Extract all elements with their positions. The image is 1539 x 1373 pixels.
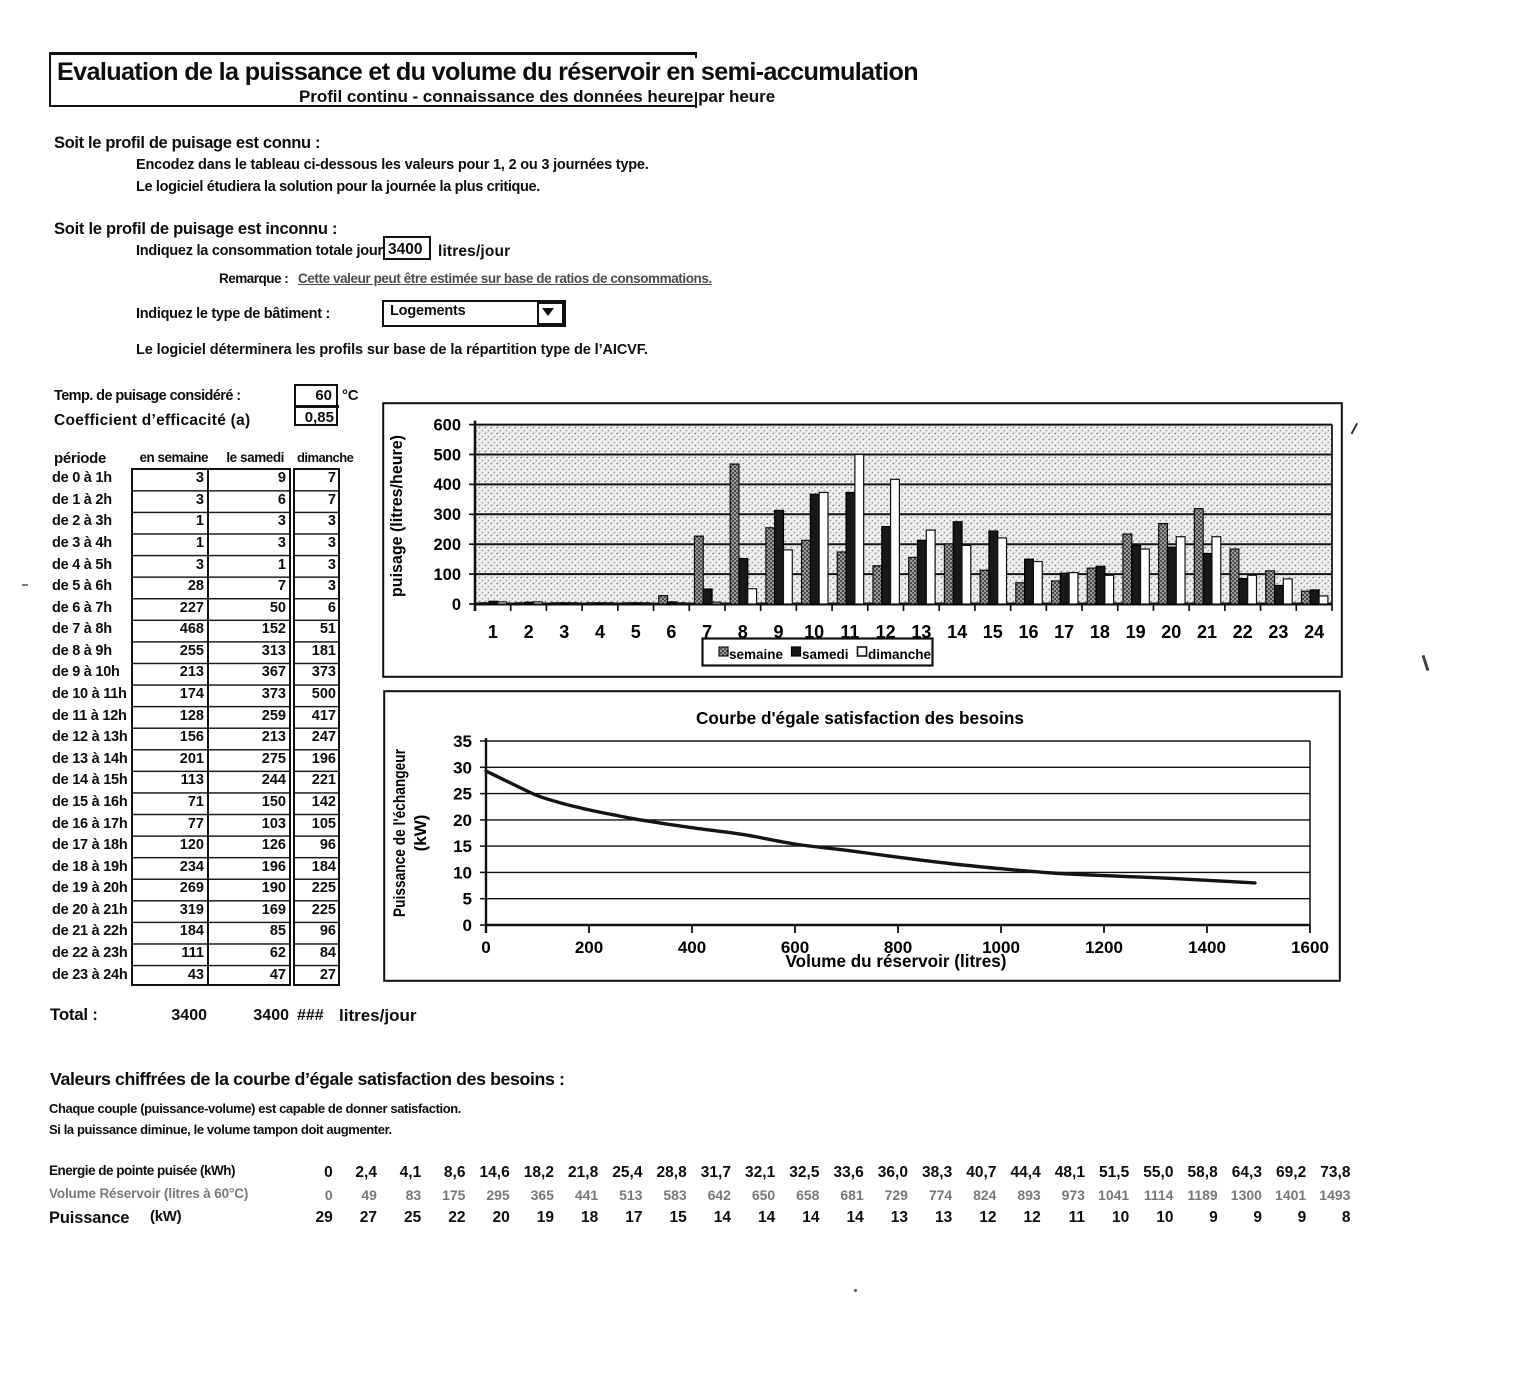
svg-text:7: 7 bbox=[702, 622, 712, 642]
svg-text:17: 17 bbox=[1054, 622, 1074, 642]
svg-text:Courbe d'égale satisfaction de: Courbe d'égale satisfaction des besoins bbox=[696, 708, 1024, 728]
svg-text:4: 4 bbox=[595, 622, 605, 642]
svg-text:1: 1 bbox=[488, 622, 498, 642]
svg-text:600: 600 bbox=[433, 416, 461, 434]
svg-text:samedi: samedi bbox=[802, 647, 849, 662]
svg-text:15: 15 bbox=[983, 622, 1003, 642]
svg-text:35: 35 bbox=[453, 732, 472, 751]
svg-text:1600: 1600 bbox=[1291, 938, 1329, 957]
svg-text:800: 800 bbox=[884, 938, 912, 957]
svg-text:0: 0 bbox=[481, 938, 490, 957]
svg-text:23: 23 bbox=[1268, 622, 1288, 642]
svg-text:10: 10 bbox=[453, 863, 472, 882]
svg-text:30: 30 bbox=[453, 758, 472, 777]
svg-text:5: 5 bbox=[463, 890, 472, 909]
svg-text:18: 18 bbox=[1090, 622, 1110, 642]
svg-text:400: 400 bbox=[433, 476, 461, 494]
svg-text:20: 20 bbox=[453, 811, 472, 830]
svg-text:2: 2 bbox=[524, 622, 534, 642]
svg-text:1000: 1000 bbox=[982, 938, 1020, 957]
svg-text:200: 200 bbox=[433, 536, 461, 554]
svg-text:13: 13 bbox=[911, 622, 931, 642]
svg-text:300: 300 bbox=[433, 506, 461, 524]
svg-text:semaine: semaine bbox=[729, 647, 784, 662]
svg-text:11: 11 bbox=[840, 622, 859, 642]
svg-text:1400: 1400 bbox=[1188, 938, 1226, 957]
svg-text:0: 0 bbox=[452, 596, 461, 614]
svg-text:200: 200 bbox=[575, 938, 603, 957]
svg-text:19: 19 bbox=[1126, 622, 1146, 642]
svg-text:0: 0 bbox=[463, 916, 472, 935]
svg-text:400: 400 bbox=[678, 938, 706, 957]
svg-text:15: 15 bbox=[453, 837, 472, 856]
svg-text:3: 3 bbox=[559, 622, 569, 642]
svg-text:14: 14 bbox=[947, 622, 967, 642]
svg-text:25: 25 bbox=[453, 785, 472, 804]
svg-text:Volume du réservoir (litres): Volume du réservoir (litres) bbox=[786, 951, 1007, 971]
svg-text:dimanche: dimanche bbox=[868, 647, 932, 662]
svg-text:(kW): (kW) bbox=[411, 815, 430, 852]
svg-text:16: 16 bbox=[1018, 622, 1038, 642]
svg-text:22: 22 bbox=[1233, 622, 1253, 642]
svg-text:24: 24 bbox=[1304, 622, 1324, 642]
svg-text:21: 21 bbox=[1197, 622, 1217, 642]
svg-text:100: 100 bbox=[433, 566, 461, 584]
svg-text:20: 20 bbox=[1161, 622, 1181, 642]
svg-text:1200: 1200 bbox=[1085, 938, 1123, 957]
svg-text:600: 600 bbox=[781, 938, 809, 957]
svg-text:8: 8 bbox=[738, 622, 748, 642]
svg-text:12: 12 bbox=[876, 622, 896, 642]
svg-text:6: 6 bbox=[666, 622, 676, 642]
svg-text:9: 9 bbox=[773, 622, 783, 642]
svg-text:10: 10 bbox=[804, 622, 824, 642]
svg-text:puisage (litres/heure): puisage (litres/heure) bbox=[387, 435, 406, 597]
svg-text:Puissance de l'échangeur: Puissance de l'échangeur bbox=[390, 749, 409, 917]
svg-text:5: 5 bbox=[631, 622, 641, 642]
svg-text:500: 500 bbox=[433, 446, 461, 464]
